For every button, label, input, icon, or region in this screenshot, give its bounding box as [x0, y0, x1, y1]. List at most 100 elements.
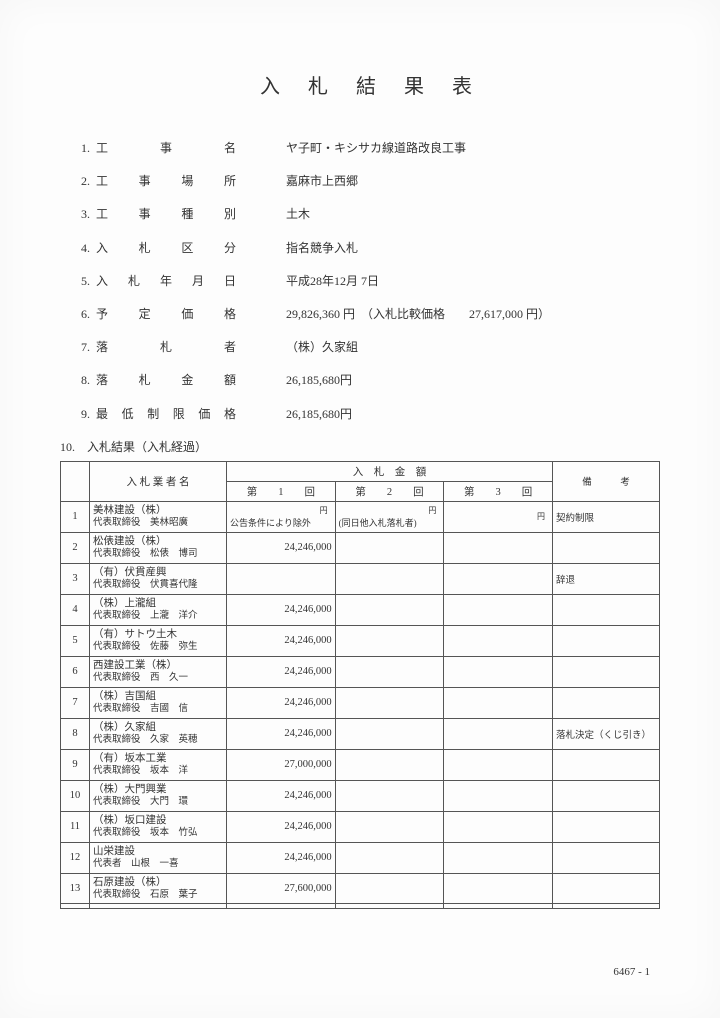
col-amount-group: 入 札 金 額 — [227, 461, 553, 481]
info-label: 最低制限価格 — [90, 405, 256, 424]
table-row: 6西建設工業（株）代表取締役 西 久一24,246,000 — [61, 656, 660, 687]
cell-number: 3 — [61, 563, 90, 594]
cell-amount: 24,246,000 — [227, 780, 336, 811]
page-number: 6467 - 1 — [613, 966, 650, 978]
cell-number: 9 — [61, 749, 90, 780]
cell-number: 10 — [61, 780, 90, 811]
info-number: 1. — [60, 139, 90, 158]
info-label: 入札年月日 — [90, 272, 256, 291]
cell-amount — [444, 904, 553, 909]
info-row: 5.入札年月日平成28年12月 7日 — [60, 272, 660, 291]
cell-amount: 27,000,000 — [227, 749, 336, 780]
cell-amount — [444, 656, 553, 687]
cell-remark — [553, 780, 660, 811]
cell-amount — [335, 532, 444, 563]
cell-amount — [227, 563, 336, 594]
cell-amount — [335, 625, 444, 656]
info-value: 26,185,680円 — [256, 405, 660, 424]
table-row: 5（有）サトウ土木代表取締役 佐藤 弥生24,246,000 — [61, 625, 660, 656]
cell-number: 6 — [61, 656, 90, 687]
cell-amount — [335, 780, 444, 811]
cell-amount — [444, 687, 553, 718]
cell-amount — [335, 687, 444, 718]
section-10-heading: 10. 入札結果（入札経過） — [60, 438, 660, 455]
cell-number: 4 — [61, 594, 90, 625]
cell-amount: 円(同日他入札落札者) — [335, 501, 444, 532]
table-row: 1美林建設（株）代表取締役 美林昭廣円公告条件により除外円(同日他入札落札者)円… — [61, 501, 660, 532]
table-row: 4（株）上瀧組代表取締役 上瀧 洋介24,246,000 — [61, 594, 660, 625]
info-row: 6.予定価格29,826,360 円 （入札比較価格 27,617,000 円） — [60, 305, 660, 324]
col-remark: 備 考 — [553, 461, 660, 501]
info-label: 入札区分 — [90, 239, 256, 258]
info-row: 8.落札金額26,185,680円 — [60, 371, 660, 390]
cell-bidder: （株）大門興業代表取締役 大門 環 — [90, 780, 227, 811]
col-number — [61, 461, 90, 501]
cell-number: 12 — [61, 842, 90, 873]
cell-remark — [553, 842, 660, 873]
cell-amount — [335, 656, 444, 687]
cell-remark — [553, 625, 660, 656]
cell-bidder: 松俵建設（株）代表取締役 松俵 博司 — [90, 532, 227, 563]
info-row: 9.最低制限価格26,185,680円 — [60, 405, 660, 424]
cell-remark — [553, 594, 660, 625]
cell-remark — [553, 749, 660, 780]
cell-remark — [553, 532, 660, 563]
cell-amount — [335, 594, 444, 625]
info-row: 1.工事名ヤ子町・キシサカ線道路改良工事 — [60, 139, 660, 158]
info-value: 平成28年12月 7日 — [256, 272, 660, 291]
cell-amount — [444, 749, 553, 780]
cell-amount: 円公告条件により除外 — [227, 501, 336, 532]
document-page: 入札結果表 1.工事名ヤ子町・キシサカ線道路改良工事2.工事場所嘉麻市上西郷3.… — [0, 0, 720, 1018]
info-value: （株）久家組 — [256, 338, 660, 357]
cell-amount — [444, 811, 553, 842]
cell-amount: 円 — [444, 501, 553, 532]
info-row: 7.落札者（株）久家組 — [60, 338, 660, 357]
cell-number: 5 — [61, 625, 90, 656]
cell-number: 1 — [61, 501, 90, 532]
info-number: 4. — [60, 239, 90, 258]
table-row: 8（株）久家組代表取締役 久家 英穂24,246,000落札決定（くじ引き） — [61, 718, 660, 749]
cell-amount: 24,246,000 — [227, 811, 336, 842]
table-row: 13石原建設（株）代表取締役 石原 葉子27,600,000 — [61, 873, 660, 904]
cell-amount: 24,246,000 — [227, 594, 336, 625]
cell-bidder: （株）久家組代表取締役 久家 英穂 — [90, 718, 227, 749]
info-value: ヤ子町・キシサカ線道路改良工事 — [256, 139, 660, 158]
info-number: 3. — [60, 205, 90, 224]
cell-remark — [553, 904, 660, 909]
table-row: 11（株）坂口建設代表取締役 坂本 竹弘24,246,000 — [61, 811, 660, 842]
cell-remark: 辞退 — [553, 563, 660, 594]
cell-bidder: （有）サトウ土木代表取締役 佐藤 弥生 — [90, 625, 227, 656]
table-row: 7（株）吉国組代表取締役 吉國 信24,246,000 — [61, 687, 660, 718]
info-value: 土木 — [256, 205, 660, 224]
info-label: 落札金額 — [90, 371, 256, 390]
cell-bidder: （有）伏貫産興代表取締役 伏貫喜代隆 — [90, 563, 227, 594]
info-number: 2. — [60, 172, 90, 191]
cell-number: 13 — [61, 873, 90, 904]
cell-amount: 24,246,000 — [227, 625, 336, 656]
cell-number: 7 — [61, 687, 90, 718]
info-row: 3.工事種別土木 — [60, 205, 660, 224]
table-row: 2松俵建設（株）代表取締役 松俵 博司24,246,000 — [61, 532, 660, 563]
cell-remark: 契約制限 — [553, 501, 660, 532]
info-number: 8. — [60, 371, 90, 390]
col-round1: 第 1 回 — [227, 481, 336, 501]
cell-amount — [335, 749, 444, 780]
cell-amount — [444, 532, 553, 563]
col-bidder: 入 札 業 者 名 — [90, 461, 227, 501]
cell-amount — [227, 904, 336, 909]
info-number: 5. — [60, 272, 90, 291]
table-row: 3（有）伏貫産興代表取締役 伏貫喜代隆 辞退 — [61, 563, 660, 594]
cell-amount — [335, 718, 444, 749]
bid-result-table: 入 札 業 者 名 入 札 金 額 備 考 第 1 回 第 2 回 第 3 回 … — [60, 461, 660, 910]
cell-bidder: （株）吉国組代表取締役 吉國 信 — [90, 687, 227, 718]
cell-bidder: （有）坂本工業代表取締役 坂本 洋 — [90, 749, 227, 780]
cell-amount: 24,246,000 — [227, 532, 336, 563]
cell-remark — [553, 873, 660, 904]
cell-number: 8 — [61, 718, 90, 749]
info-number: 6. — [60, 305, 90, 324]
cell-bidder: 山栄建設代表者 山根 一喜 — [90, 842, 227, 873]
cell-remark — [553, 811, 660, 842]
cell-amount: 24,246,000 — [227, 656, 336, 687]
info-row: 2.工事場所嘉麻市上西郷 — [60, 172, 660, 191]
cell-number: 2 — [61, 532, 90, 563]
